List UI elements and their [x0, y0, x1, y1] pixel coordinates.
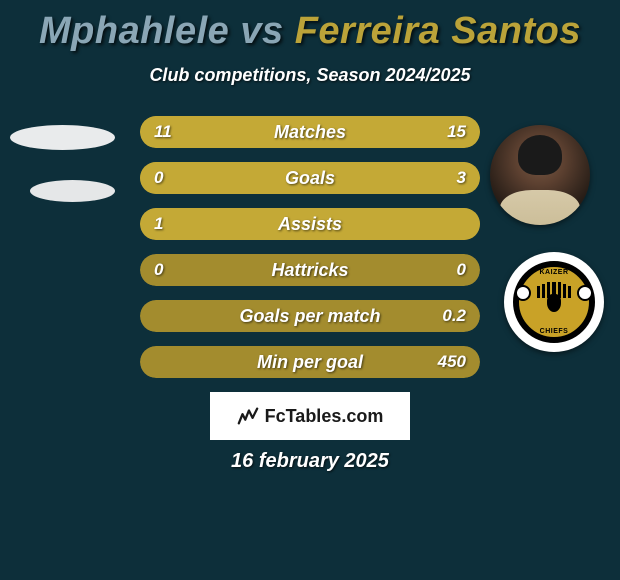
title-player1: Mphahlele	[39, 10, 229, 52]
badge-text-bottom: CHIEFS	[519, 328, 589, 335]
brand-label: FcTables.com	[265, 406, 384, 427]
stat-label: Hattricks	[140, 254, 480, 286]
stat-value-left: 0	[154, 162, 163, 194]
stat-row: Goals per match0.2	[140, 300, 480, 332]
stat-row: Matches11 15	[140, 116, 480, 148]
stat-value-right: 0	[457, 254, 466, 286]
stat-label: Min per goal	[140, 346, 480, 378]
player2-club-badge: KAIZER CHIEFS	[504, 252, 604, 352]
badge-text-top: KAIZER	[519, 269, 589, 276]
title-player2: Ferreira Santos	[295, 10, 581, 52]
stat-row: Min per goal450	[140, 346, 480, 378]
stat-row: Assists1	[140, 208, 480, 240]
stat-value-left: 0	[154, 254, 163, 286]
infographic-container: Mphahlele vs Ferreira Santos Club compet…	[0, 0, 620, 473]
subtitle: Club competitions, Season 2024/2025	[0, 65, 620, 86]
stat-label: Matches	[140, 116, 480, 148]
stat-value-left: 11	[154, 116, 172, 148]
chief-head-icon	[537, 282, 571, 322]
page-title: Mphahlele vs Ferreira Santos	[0, 10, 620, 53]
player1-club-placeholder-shape	[30, 180, 115, 202]
player1-placeholder-shape	[10, 125, 115, 150]
stat-label: Assists	[140, 208, 480, 240]
stat-value-right: 0.2	[442, 300, 466, 332]
badge-ball-icon	[577, 285, 593, 301]
stat-value-left: 1	[154, 208, 163, 240]
stat-value-right: 450	[438, 346, 466, 378]
brand-box[interactable]: FcTables.com	[210, 392, 410, 440]
stat-value-right: 3	[457, 162, 466, 194]
stat-label: Goals	[140, 162, 480, 194]
stat-row: Hattricks0 0	[140, 254, 480, 286]
stat-row: Goals0 3	[140, 162, 480, 194]
badge-ball-icon	[515, 285, 531, 301]
stat-label: Goals per match	[140, 300, 480, 332]
club-badge-inner: KAIZER CHIEFS	[513, 261, 595, 343]
player2-photo	[490, 125, 590, 225]
stat-value-right: 15	[447, 116, 466, 148]
title-vs: vs	[240, 10, 294, 52]
brand-logo-icon	[237, 405, 259, 427]
date-label: 16 february 2025	[0, 450, 620, 473]
